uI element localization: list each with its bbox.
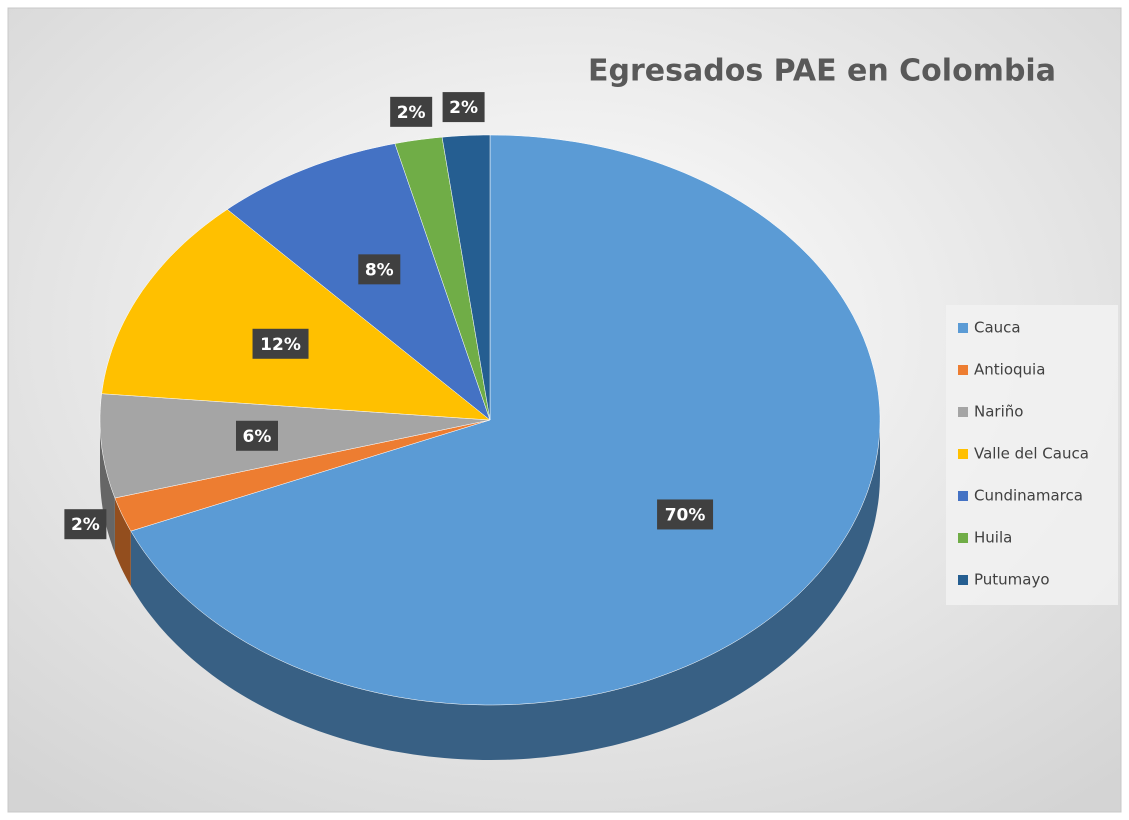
data-label: 6% bbox=[243, 427, 272, 447]
pie-side bbox=[130, 420, 881, 760]
data-label: 2% bbox=[397, 103, 426, 123]
data-label: 2% bbox=[449, 98, 478, 118]
legend-label: Putumayo bbox=[974, 571, 1050, 589]
legend-swatch bbox=[958, 449, 968, 459]
label-box bbox=[252, 328, 309, 359]
label-box bbox=[235, 420, 278, 451]
data-label: 8% bbox=[365, 260, 394, 280]
legend-label: Antioquia bbox=[974, 361, 1045, 379]
chart-title: Egresados PAE en Colombia bbox=[588, 54, 1056, 89]
legend-label: Valle del Cauca bbox=[974, 445, 1089, 463]
legend-swatch bbox=[958, 365, 968, 375]
legend-label: Cauca bbox=[974, 319, 1021, 337]
label-box bbox=[442, 92, 485, 123]
legend-swatch bbox=[958, 533, 968, 543]
pie-slice bbox=[99, 393, 491, 499]
legend-swatch bbox=[958, 491, 968, 501]
label-box bbox=[390, 96, 433, 127]
pie-slice bbox=[394, 136, 491, 421]
legend-swatch bbox=[958, 323, 968, 333]
pie-side bbox=[114, 498, 131, 587]
pie-slice bbox=[101, 209, 491, 421]
pie-side bbox=[100, 420, 115, 553]
legend-swatch bbox=[958, 407, 968, 417]
legend-label: Nariño bbox=[974, 403, 1023, 421]
legend-label: Huila bbox=[974, 529, 1012, 547]
legend-swatch bbox=[958, 575, 968, 585]
pie-slice bbox=[114, 419, 491, 532]
label-box bbox=[358, 254, 401, 285]
data-label: 2% bbox=[71, 515, 100, 535]
legend-box bbox=[946, 305, 1118, 605]
data-label: 12% bbox=[260, 335, 301, 355]
legend-label: Cundinamarca bbox=[974, 487, 1083, 505]
label-box bbox=[64, 509, 107, 540]
data-label: 70% bbox=[665, 505, 706, 525]
pie-slice bbox=[130, 134, 881, 706]
pie-slice bbox=[441, 134, 491, 421]
label-box bbox=[657, 499, 714, 530]
